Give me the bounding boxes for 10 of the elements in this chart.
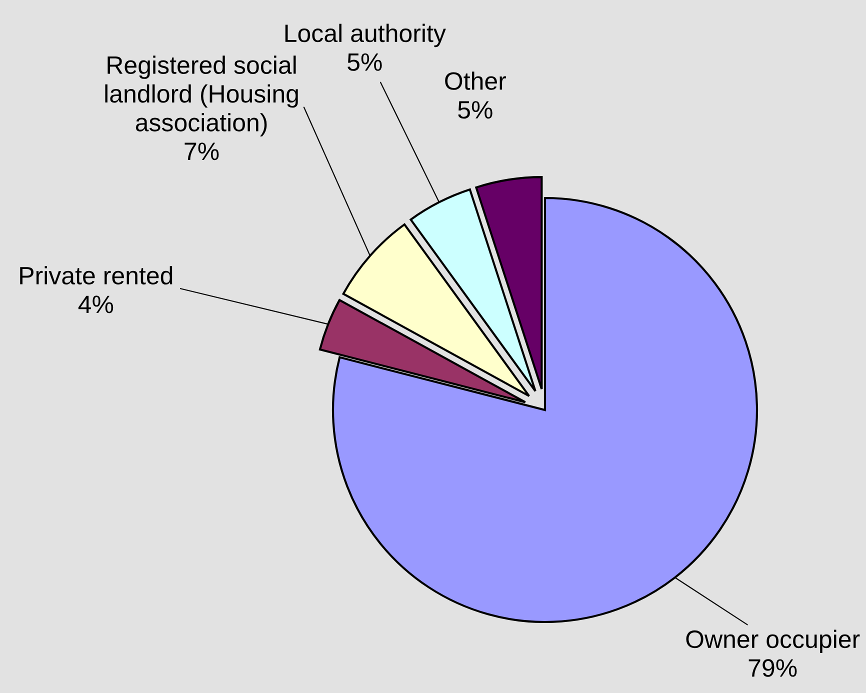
slice-label: Other bbox=[445, 72, 506, 90]
data-label: 7% bbox=[184, 142, 219, 160]
slice-label: Private rented bbox=[20, 266, 172, 285]
slice-label: Registered social landlord (Housing association) bbox=[105, 56, 298, 136]
slice-label: Local authority bbox=[285, 24, 446, 48]
data-label: 5% bbox=[458, 101, 492, 119]
data-label: 79% bbox=[748, 659, 797, 677]
data-label: 5% bbox=[348, 53, 382, 71]
slice-label: Owner occupier bbox=[686, 630, 860, 654]
data-label: 4% bbox=[78, 296, 114, 314]
